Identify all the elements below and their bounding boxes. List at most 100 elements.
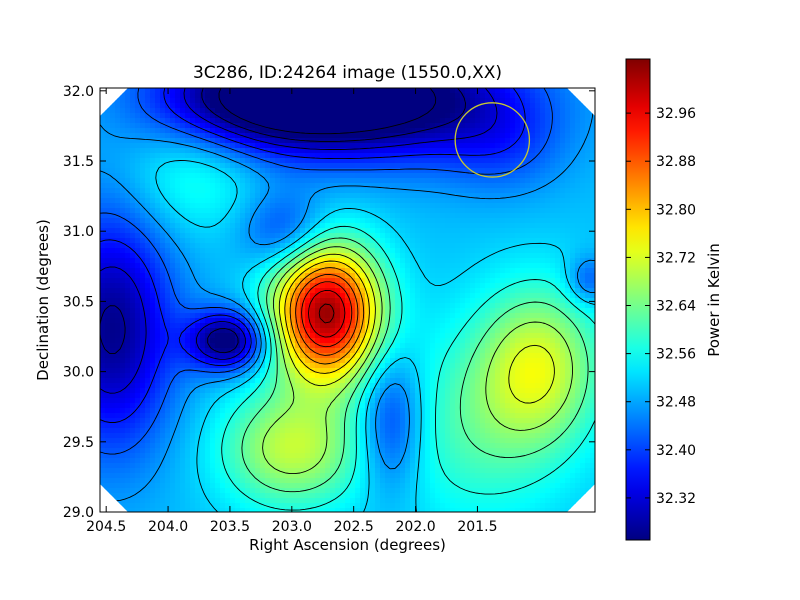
heatmap-cell — [280, 303, 286, 309]
heatmap-cell — [190, 233, 196, 239]
heatmap-cell — [260, 333, 266, 339]
heatmap-cell — [525, 108, 531, 114]
heatmap-cell — [100, 133, 106, 139]
heatmap-cell — [235, 93, 241, 99]
heatmap-cell — [285, 313, 291, 319]
heatmap-cell — [365, 93, 371, 99]
heatmap-cell — [395, 258, 401, 264]
heatmap-cell — [400, 333, 406, 339]
heatmap-cell — [500, 208, 506, 214]
heatmap-cell — [380, 323, 386, 329]
heatmap-cell — [265, 263, 271, 269]
heatmap-cell — [320, 183, 326, 189]
heatmap-cell — [200, 258, 206, 264]
heatmap-cell — [215, 228, 221, 234]
heatmap-cell — [295, 183, 301, 189]
heatmap-cell — [270, 323, 276, 329]
heatmap-cell — [165, 253, 171, 259]
heatmap-cell — [145, 168, 151, 174]
heatmap-cell — [240, 303, 246, 309]
heatmap-cell — [335, 128, 341, 134]
heatmap-cell — [395, 293, 401, 299]
heatmap-cell — [145, 133, 151, 139]
heatmap-cell — [230, 283, 236, 289]
heatmap-cell — [450, 148, 456, 154]
heatmap-cell — [175, 268, 181, 274]
heatmap-cell — [260, 158, 266, 164]
heatmap-cell — [350, 148, 356, 154]
heatmap-cell — [430, 268, 436, 274]
heatmap-cell — [470, 183, 476, 189]
heatmap-cell — [115, 273, 121, 279]
heatmap-cell — [220, 163, 226, 169]
heatmap-cell — [405, 223, 411, 229]
heatmap-cell — [450, 88, 456, 94]
heatmap-cell — [435, 108, 441, 114]
heatmap-cell — [250, 188, 256, 194]
heatmap-cell — [515, 188, 521, 194]
heatmap-cell — [520, 258, 526, 264]
heatmap-cell — [120, 328, 126, 334]
heatmap-cell — [185, 113, 191, 119]
heatmap-cell — [455, 118, 461, 124]
heatmap-cell — [445, 293, 451, 299]
heatmap-cell — [540, 268, 546, 274]
heatmap-cell — [395, 128, 401, 134]
heatmap-cell — [170, 198, 176, 204]
heatmap-cell — [120, 233, 126, 239]
heatmap-cell — [340, 293, 346, 299]
heatmap-cell — [540, 123, 546, 129]
heatmap-cell — [565, 103, 571, 109]
heatmap-cell — [530, 178, 536, 184]
heatmap-cell — [300, 193, 306, 199]
heatmap-cell — [480, 188, 486, 194]
heatmap-cell — [535, 248, 541, 254]
heatmap-cell — [390, 118, 396, 124]
heatmap-cell — [220, 253, 226, 259]
heatmap-cell — [175, 173, 181, 179]
heatmap-cell — [545, 108, 551, 114]
heatmap-cell — [320, 268, 326, 274]
heatmap-cell — [195, 153, 201, 159]
heatmap-cell — [345, 123, 351, 129]
heatmap-cell — [225, 293, 231, 299]
heatmap-cell — [545, 143, 551, 149]
heatmap-cell — [335, 158, 341, 164]
heatmap-cell — [180, 323, 186, 329]
heatmap-cell — [375, 93, 381, 99]
heatmap-cell — [160, 113, 166, 119]
heatmap-cell — [450, 308, 456, 314]
heatmap-cell — [490, 178, 496, 184]
heatmap-cell — [460, 183, 466, 189]
heatmap-cell — [455, 308, 461, 314]
heatmap-cell — [385, 273, 391, 279]
heatmap-cell — [425, 153, 431, 159]
heatmap-cell — [345, 323, 351, 329]
heatmap-cell — [375, 303, 381, 309]
heatmap-cell — [450, 303, 456, 309]
heatmap-cell — [395, 233, 401, 239]
heatmap-cell — [110, 328, 116, 334]
heatmap-cell — [290, 288, 296, 294]
heatmap-cell — [200, 228, 206, 234]
heatmap-cell — [545, 263, 551, 269]
heatmap-cell — [250, 168, 256, 174]
heatmap-cell — [235, 98, 241, 104]
heatmap-cell — [385, 328, 391, 334]
heatmap-cell — [530, 103, 536, 109]
heatmap-cell — [560, 183, 566, 189]
heatmap-cell — [120, 293, 126, 299]
heatmap-cell — [585, 143, 591, 149]
heatmap-cell — [275, 233, 281, 239]
heatmap-cell — [350, 298, 356, 304]
heatmap-cell — [575, 203, 581, 209]
heatmap-cell — [250, 223, 256, 229]
heatmap-cell — [445, 233, 451, 239]
heatmap-cell — [575, 283, 581, 289]
heatmap-cell — [205, 88, 211, 94]
heatmap-cell — [320, 238, 326, 244]
heatmap-cell — [100, 283, 106, 289]
heatmap-cell — [415, 283, 421, 289]
heatmap-cell — [585, 273, 591, 279]
heatmap-cell — [585, 118, 591, 124]
